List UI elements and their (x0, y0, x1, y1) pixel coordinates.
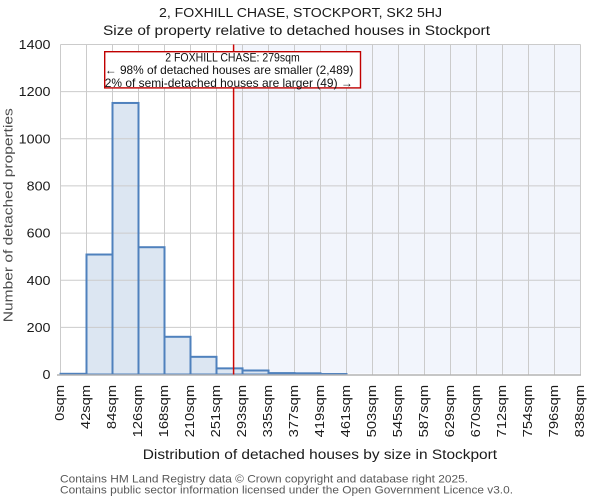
svg-text:503sqm: 503sqm (364, 385, 379, 437)
svg-text:293sqm: 293sqm (234, 385, 249, 437)
svg-text:Contains public sector informa: Contains public sector information licen… (60, 484, 513, 496)
svg-text:Number of detached properties: Number of detached properties (2, 108, 16, 322)
svg-text:377sqm: 377sqm (286, 385, 301, 437)
svg-text:600: 600 (27, 227, 51, 241)
svg-text:Size of property relative to d: Size of property relative to detached ho… (103, 23, 490, 38)
svg-text:838sqm: 838sqm (572, 385, 587, 437)
svg-text:629sqm: 629sqm (442, 385, 457, 437)
svg-text:Contains HM Land Registry data: Contains HM Land Registry data © Crown c… (60, 473, 468, 485)
svg-text:2, FOXHILL CHASE, STOCKPORT, S: 2, FOXHILL CHASE, STOCKPORT, SK2 5HJ (159, 5, 442, 20)
svg-text:796sqm: 796sqm (546, 385, 561, 437)
svg-text:1400: 1400 (19, 38, 51, 52)
svg-text:335sqm: 335sqm (260, 385, 275, 437)
svg-text:1000: 1000 (19, 132, 51, 146)
svg-text:210sqm: 210sqm (182, 385, 197, 437)
svg-text:587sqm: 587sqm (416, 385, 431, 437)
svg-text:Distribution of detached house: Distribution of detached houses by size … (143, 447, 498, 462)
svg-text:200: 200 (27, 321, 51, 335)
svg-text:2% of semi-detached houses are: 2% of semi-detached houses are larger (4… (105, 77, 353, 90)
svg-text:0: 0 (43, 368, 51, 382)
svg-text:400: 400 (27, 274, 51, 288)
svg-text:84sqm: 84sqm (104, 385, 119, 429)
svg-text:126sqm: 126sqm (130, 385, 145, 437)
svg-text:712sqm: 712sqm (494, 385, 509, 437)
svg-text:419sqm: 419sqm (312, 385, 327, 437)
svg-text:← 98% of detached houses are s: ← 98% of detached houses are smaller (2,… (105, 64, 354, 77)
svg-text:0sqm: 0sqm (52, 385, 67, 421)
svg-text:754sqm: 754sqm (520, 385, 535, 437)
svg-text:800: 800 (27, 179, 51, 193)
svg-text:42sqm: 42sqm (78, 385, 93, 429)
svg-text:1200: 1200 (19, 85, 51, 99)
svg-text:2 FOXHILL CHASE: 279sqm: 2 FOXHILL CHASE: 279sqm (165, 51, 300, 64)
svg-text:461sqm: 461sqm (338, 385, 353, 437)
svg-text:251sqm: 251sqm (208, 385, 223, 437)
svg-text:168sqm: 168sqm (156, 385, 171, 437)
svg-text:545sqm: 545sqm (390, 385, 405, 437)
svg-text:670sqm: 670sqm (468, 385, 483, 437)
